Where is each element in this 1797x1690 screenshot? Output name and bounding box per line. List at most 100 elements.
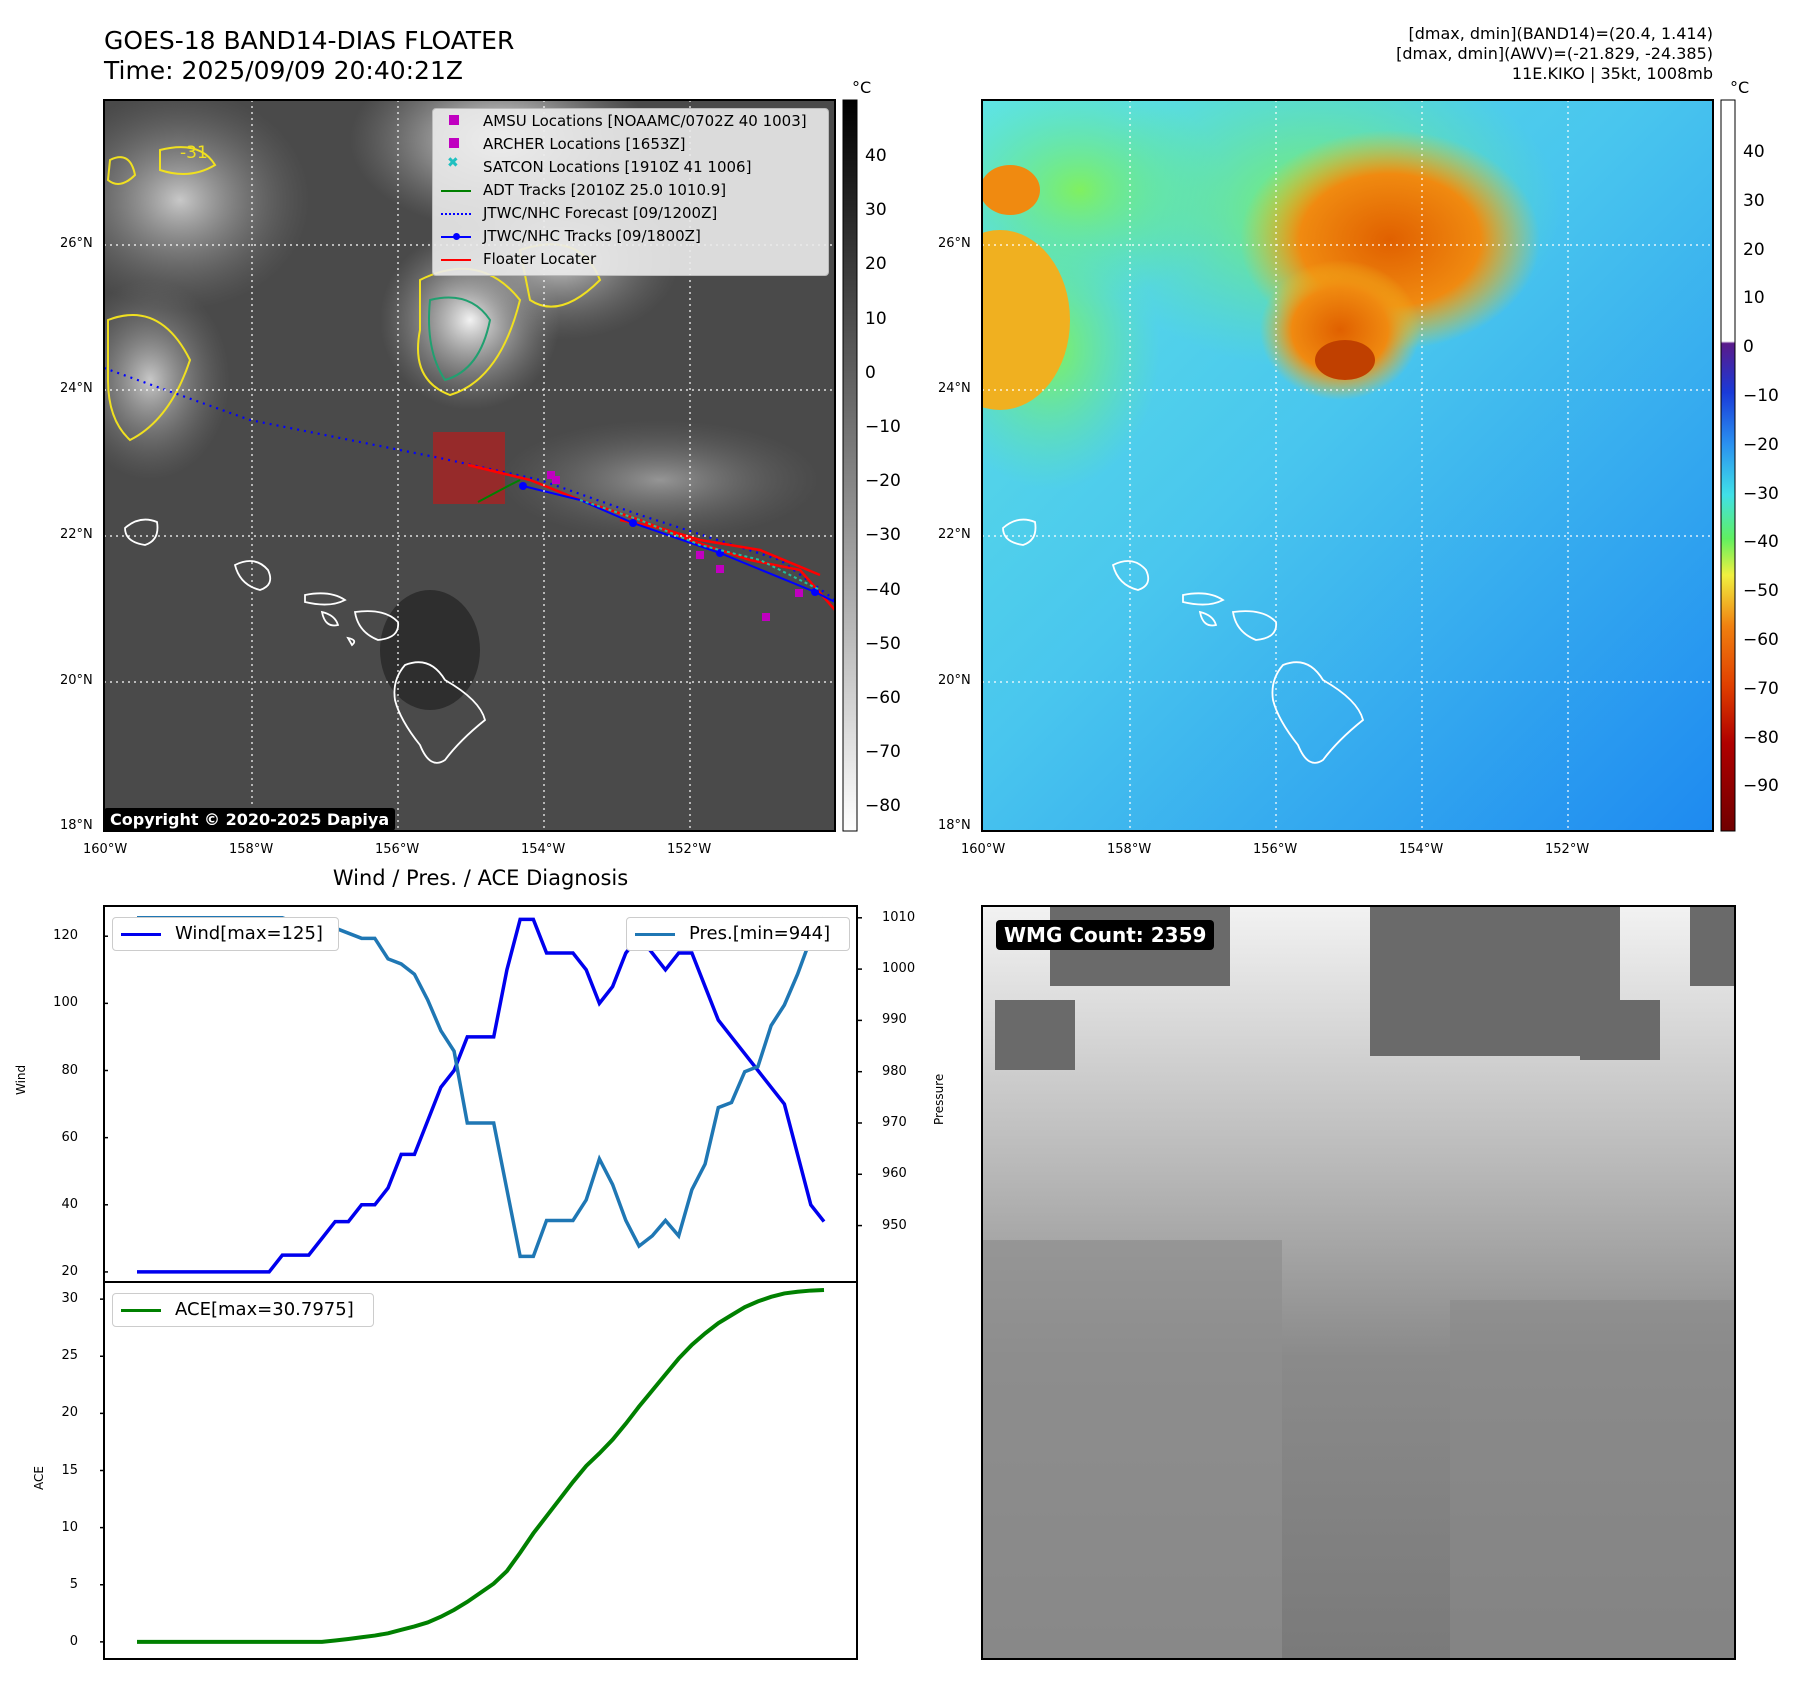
pressure-legend: Pres.[min=944] <box>626 917 850 951</box>
ir-lat-label-18: 18°N <box>60 818 93 833</box>
legend-forecast-marker <box>441 213 471 215</box>
ir-lon-label-152: 152°W <box>667 842 712 857</box>
wv-lon-label-158: 158°W <box>1107 842 1152 857</box>
satcon-markers <box>579 499 821 591</box>
ir-colorbar-tick-0: 40 <box>865 146 887 166</box>
wv-lat-label-24: 24°N <box>938 381 971 396</box>
ace-ytick-4: 20 <box>61 1405 78 1421</box>
pressure-ytick-5: 1000 <box>882 961 916 977</box>
ir-colorbar-tick-11: −70 <box>865 742 901 763</box>
legend-amsu-label: AMSU Locations [NOAAMC/0702Z 40 1003] <box>483 112 807 130</box>
pressure-ytick-1: 960 <box>882 1166 907 1182</box>
archer-markers <box>547 471 803 621</box>
legend-adt-marker <box>441 190 471 192</box>
legend-adt-label: ADT Tracks [2010Z 25.0 1010.9] <box>483 181 727 199</box>
ir-lat-label-26: 26°N <box>60 236 93 251</box>
ace-legend: ACE[max=30.7975] <box>112 1293 374 1327</box>
wv-colorbar-tick-8: −40 <box>1743 532 1779 553</box>
ir-colorbar-tick-6: −20 <box>865 471 901 492</box>
wv-lat-label-20: 20°N <box>938 673 971 688</box>
ace-legend-swatch <box>121 1309 161 1312</box>
wind-legend-swatch <box>121 933 161 936</box>
wind-ytick-2: 60 <box>61 1129 78 1145</box>
wv-colorbar-tick-10: −60 <box>1743 630 1779 650</box>
adt-track <box>477 479 521 503</box>
diagnosis-title: Wind / Pres. / ACE Diagnosis <box>332 866 629 890</box>
pressure-axis-label: Pressure <box>932 1073 946 1125</box>
ir-legend: AMSU Locations [NOAAMC/0702Z 40 1003] AR… <box>432 108 829 276</box>
wv-colorbar-tick-13: −90 <box>1743 776 1779 797</box>
wv-colorbar-unit: °C <box>1730 78 1750 97</box>
wv-lon-label-160: 160°W <box>961 842 1006 857</box>
wv-colorbar-tick-12: −80 <box>1743 727 1779 748</box>
ir-colorbar-tick-2: 20 <box>865 254 887 275</box>
pressure-ytick-6: 1010 <box>882 909 916 925</box>
legend-tracks-label: JTWC/NHC Tracks [09/1800Z] <box>483 227 701 245</box>
ir-lat-label-22: 22°N <box>60 527 93 542</box>
wmg-panel <box>982 906 1735 1659</box>
ir-lon-label-158: 158°W <box>229 842 274 857</box>
ir-lon-label-156: 156°W <box>375 842 420 857</box>
wv-lat-label-18: 18°N <box>938 818 971 833</box>
wind-series-line <box>137 917 826 1274</box>
ir-lon-label-154: 154°W <box>521 842 566 857</box>
pressure-ytick-4: 990 <box>882 1012 907 1028</box>
ace-legend-label: ACE[max=30.7975] <box>175 1299 354 1320</box>
wind-ytick-5: 120 <box>53 928 78 944</box>
ir-colorbar-tick-5: −10 <box>865 417 901 437</box>
copyright-badge: Copyright © 2020-2025 Dapiya <box>104 808 396 831</box>
legend-satcon-label: SATCON Locations [1910Z 41 1006] <box>483 158 752 176</box>
ace-ytick-5: 25 <box>61 1348 78 1364</box>
ir-colorbar-unit: °C <box>852 78 872 97</box>
wv-lat-label-26: 26°N <box>938 236 971 251</box>
ir-lon-label-160: 160°W <box>83 842 128 857</box>
wv-colorbar-tick-9: −50 <box>1743 581 1779 602</box>
wv-colorbar-tick-5: −10 <box>1743 386 1779 406</box>
ace-ytick-6: 30 <box>61 1291 78 1307</box>
ace-ytick-2: 10 <box>61 1519 78 1535</box>
ace-axis-label: ACE <box>32 1466 46 1490</box>
wv-colorbar <box>1720 99 1736 832</box>
wv-lat-label-22: 22°N <box>938 527 971 542</box>
wv-colorbar-tick-4: 0 <box>1743 337 1754 358</box>
ir-colorbar-tick-4: 0 <box>865 362 876 383</box>
legend-floater-label: Floater Locater <box>483 250 597 268</box>
ir-colorbar-tick-1: 30 <box>865 200 887 221</box>
info-awv-range: [dmax, dmin](AWV)=(-21.829, -24.385) <box>1396 44 1713 63</box>
wv-map <box>982 100 1713 831</box>
figure-time: Time: 2025/09/09 20:40:21Z <box>104 56 463 85</box>
ir-lat-label-24: 24°N <box>60 381 93 396</box>
legend-satcon-marker: ✖ <box>447 155 459 171</box>
ir-colorbar-tick-12: −80 <box>865 796 901 817</box>
ace-axes <box>103 1281 858 1660</box>
wind-legend-label: Wind[max=125] <box>175 923 323 944</box>
pressure-ytick-2: 970 <box>882 1114 907 1130</box>
ace-ytick-1: 5 <box>69 1576 78 1592</box>
wind-ytick-4: 100 <box>53 995 78 1011</box>
ace-ytick-0: 0 <box>69 1633 78 1649</box>
floater-locater-box <box>433 432 505 504</box>
wind-ytick-1: 40 <box>61 1196 78 1212</box>
legend-archer-label: ARCHER Locations [1653Z] <box>483 135 686 153</box>
jtwc-forecast-line <box>104 366 835 601</box>
ace-ytick-3: 15 <box>61 1462 78 1478</box>
figure-title: GOES-18 BAND14-DIAS FLOATER <box>104 26 515 55</box>
ir-colorbar-tick-8: −40 <box>865 579 901 600</box>
ir-colorbar-tick-7: −30 <box>865 525 901 546</box>
wind-ytick-0: 20 <box>61 1263 78 1279</box>
wv-lon-label-154: 154°W <box>1399 842 1444 857</box>
wind-ytick-3: 80 <box>61 1062 78 1078</box>
legend-floater-marker <box>441 259 471 261</box>
wv-colorbar-tick-2: 20 <box>1743 239 1765 260</box>
ir-lat-label-20: 20°N <box>60 673 93 688</box>
ir-colorbar-tick-3: 10 <box>865 308 887 329</box>
ace-plot <box>100 1287 825 1644</box>
pressure-legend-label: Pres.[min=944] <box>689 923 831 944</box>
pressure-ytick-3: 980 <box>882 1063 907 1079</box>
wv-lon-label-152: 152°W <box>1545 842 1590 857</box>
wmg-count-badge: WMG Count: 2359 <box>996 920 1215 950</box>
pressure-legend-swatch <box>635 933 675 936</box>
contour-label: -31 <box>180 143 208 163</box>
legend-forecast-label: JTWC/NHC Forecast [09/1200Z] <box>483 204 718 222</box>
